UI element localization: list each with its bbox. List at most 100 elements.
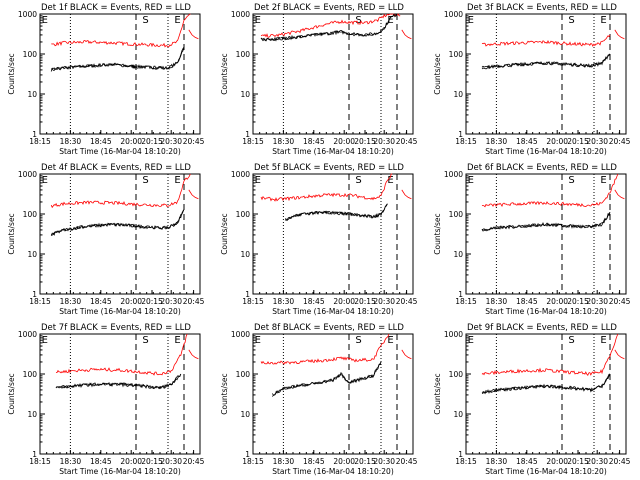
- x-tick-label: 20:30: [586, 137, 608, 146]
- y-tick-label: 10: [453, 410, 463, 419]
- x-tick-label: 20:00: [120, 137, 142, 146]
- panel-det-4: Det 4f BLACK = Events, RED = LLD 1 10 100 10…: [7, 163, 205, 316]
- y-tick-label: 1000: [18, 10, 37, 19]
- panel-det-2: Det 2f BLACK = Events, RED = LLD 1 10 100 10…: [220, 3, 418, 156]
- y-tick-label: 1: [32, 450, 37, 459]
- x-tick-label: 18:45: [303, 457, 325, 466]
- y-tick-label: 1: [245, 130, 250, 139]
- y-tick-label: 10: [240, 250, 250, 259]
- y-tick-label: 1: [245, 450, 250, 459]
- panel-title: Det 2f BLACK = Events, RED = LLD: [254, 3, 404, 13]
- panel-title: Det 4f BLACK = Events, RED = LLD: [41, 163, 191, 173]
- trace-lld: [55, 333, 188, 376]
- plot-frame: [39, 13, 201, 135]
- panel-det-3: Det 3f BLACK = Events, RED = LLD 1 10 100 10…: [433, 3, 631, 156]
- x-axis-label: Start Time (16-Mar-04 18:10:20): [485, 467, 607, 476]
- trace-events: [284, 203, 388, 222]
- trace-events: [271, 361, 382, 397]
- event-marker-e: E: [387, 335, 393, 346]
- x-tick-label: 20:30: [373, 297, 395, 306]
- x-tick-label: 20:45: [396, 297, 418, 306]
- y-tick-label: 10: [453, 250, 463, 259]
- x-tick-label: 20:15: [567, 297, 589, 306]
- plot-frame: [252, 333, 414, 455]
- y-tick-label: 10: [27, 90, 37, 99]
- panel-det-9: Det 9f BLACK = Events, RED = LLD 1 10 100 10…: [433, 323, 631, 476]
- trace-lld-post: [614, 189, 625, 200]
- x-axis-label: Start Time (16-Mar-04 18:10:20): [59, 147, 181, 156]
- trace-lld-post: [614, 349, 625, 360]
- trace-lld: [260, 173, 393, 202]
- x-tick-label: 20:45: [183, 137, 205, 146]
- x-tick-label: 18:15: [242, 457, 264, 466]
- x-tick-label: 18:45: [303, 137, 325, 146]
- event-marker-e: E: [600, 335, 606, 346]
- panel-title: Det 1f BLACK = Events, RED = LLD: [41, 3, 191, 13]
- event-marker-e: E: [255, 15, 261, 26]
- x-tick-label: 18:15: [455, 137, 477, 146]
- x-tick-label: 18:45: [90, 457, 112, 466]
- plot-frame: [252, 173, 414, 295]
- trace-lld-post: [188, 29, 199, 40]
- panel-det-5: Det 5f BLACK = Events, RED = LLD 1 10 100 10…: [220, 163, 418, 316]
- y-tick-label: 1: [32, 290, 37, 299]
- x-tick-label: 20:30: [373, 457, 395, 466]
- y-tick-label: 10: [27, 250, 37, 259]
- event-marker-s: S: [355, 335, 361, 346]
- x-tick-label: 18:45: [516, 137, 538, 146]
- trace-lld: [50, 173, 191, 209]
- event-marker-s: S: [142, 15, 148, 26]
- panel-title: Det 7f BLACK = Events, RED = LLD: [41, 323, 191, 333]
- y-tick-label: 100: [236, 50, 251, 59]
- x-tick-label: 18:15: [29, 137, 51, 146]
- trace-events: [481, 212, 611, 231]
- event-marker-e: E: [468, 175, 474, 186]
- y-tick-label: 10: [240, 410, 250, 419]
- y-axis-label: Counts/sec: [7, 213, 16, 254]
- x-tick-label: 20:00: [546, 457, 568, 466]
- trace-lld: [260, 13, 401, 38]
- plot-frame: [39, 333, 201, 455]
- trace-events: [50, 46, 185, 71]
- x-tick-label: 18:30: [273, 137, 295, 146]
- y-tick-label: 1000: [231, 330, 250, 339]
- y-tick-label: 1: [458, 130, 463, 139]
- x-tick-label: 20:45: [183, 297, 205, 306]
- event-marker-s: S: [142, 175, 148, 186]
- x-tick-label: 20:00: [546, 297, 568, 306]
- event-marker-e: E: [42, 335, 48, 346]
- y-tick-label: 10: [27, 410, 37, 419]
- event-marker-e: E: [174, 15, 180, 26]
- x-tick-label: 20:30: [586, 297, 608, 306]
- y-tick-label: 100: [23, 50, 38, 59]
- trace-events: [55, 373, 182, 390]
- y-axis-label: Counts/sec: [220, 53, 229, 94]
- x-tick-label: 20:45: [396, 137, 418, 146]
- x-tick-label: 20:15: [567, 137, 589, 146]
- trace-lld: [260, 333, 390, 365]
- trace-lld: [51, 13, 191, 48]
- trace-events: [55, 373, 182, 390]
- panel-det-8: Det 8f BLACK = Events, RED = LLD 1 10 100 10…: [220, 323, 418, 476]
- y-tick-label: 10: [453, 90, 463, 99]
- event-marker-e: E: [600, 15, 606, 26]
- x-tick-label: 20:30: [160, 457, 182, 466]
- x-axis-label: Start Time (16-Mar-04 18:10:20): [272, 147, 394, 156]
- event-marker-s: S: [568, 15, 574, 26]
- x-axis-label: Start Time (16-Mar-04 18:10:20): [59, 467, 181, 476]
- y-tick-label: 1000: [18, 170, 37, 179]
- x-tick-label: 20:00: [120, 457, 142, 466]
- plot-frame: [465, 333, 627, 455]
- y-tick-label: 1000: [444, 10, 463, 19]
- event-marker-s: S: [355, 175, 361, 186]
- trace-lld: [481, 333, 619, 377]
- x-tick-label: 20:15: [354, 297, 376, 306]
- y-axis-label: Counts/sec: [433, 213, 442, 254]
- y-tick-label: 1000: [444, 330, 463, 339]
- x-tick-label: 20:15: [354, 457, 376, 466]
- x-tick-label: 20:00: [333, 297, 355, 306]
- trace-events: [481, 212, 611, 232]
- x-tick-label: 18:15: [242, 137, 264, 146]
- y-axis-label: Counts/sec: [433, 53, 442, 94]
- x-tick-label: 20:45: [396, 457, 418, 466]
